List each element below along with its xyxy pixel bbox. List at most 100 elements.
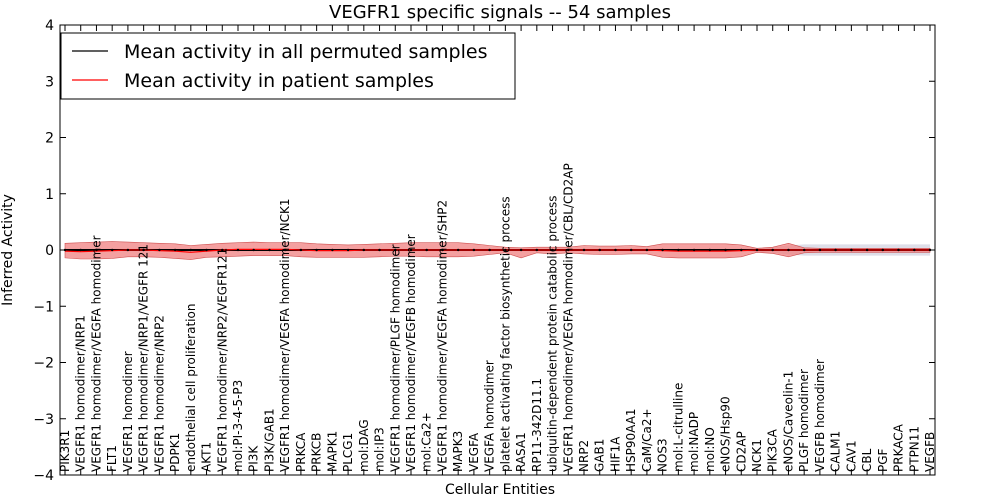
- permuted-mean-point: [504, 248, 507, 252]
- x-tick-label: CALM1: [829, 431, 843, 472]
- permuted-mean-point: [79, 248, 82, 252]
- x-tick-label: platelet activating factor biosynthetic …: [498, 196, 512, 472]
- x-tick-label: VEGFB homodimer: [813, 359, 827, 472]
- permuted-mean-point: [409, 248, 413, 252]
- permuted-mean-point: [252, 248, 255, 252]
- permuted-mean-point: [95, 248, 98, 252]
- x-tick-label: GAB1: [593, 439, 607, 472]
- patient-mean-line: [64, 248, 930, 253]
- permuted-mean-point: [567, 248, 570, 252]
- x-tick-label: HIF1A: [609, 436, 623, 472]
- x-tick-label: MAPK3: [451, 431, 465, 472]
- x-tick-label: FLT1: [105, 445, 119, 472]
- permuted-mean-point: [692, 248, 696, 252]
- x-tick-label: VEGFR1 homodimer/VEGFA homodimer/NCK1: [278, 198, 292, 472]
- x-tick-label: VEGFA homodimer: [483, 360, 497, 472]
- permuted-mean-point: [142, 248, 145, 252]
- x-tick-label: VEGFR1 homodimer/VEGFB homodimer: [404, 234, 418, 472]
- permuted-mean-point: [189, 248, 192, 252]
- permuted-mean-point: [425, 248, 428, 252]
- x-tick-label: VEGFR1 homodimer/NRP2/VEGFR121: [215, 248, 229, 472]
- permuted-mean-point: [173, 248, 177, 252]
- x-tick-label: VEGFR1 homodimer/NRP1: [74, 315, 88, 472]
- x-tick-label: PRKCB: [310, 433, 324, 472]
- permuted-mean-point: [284, 248, 287, 252]
- permuted-mean-point: [346, 248, 350, 252]
- x-tick-label: VEGFR1 homodimer/PLGF homodimer: [388, 244, 402, 472]
- y-tick-label: 0: [45, 243, 54, 259]
- permuted-mean-point: [331, 248, 334, 252]
- permuted-mean-point: [818, 248, 822, 252]
- chart-title: VEGFR1 specific signals -- 54 samples: [329, 2, 671, 23]
- y-tick-label: 2: [45, 131, 54, 147]
- x-tick-label: PLGF homodimer: [797, 369, 811, 472]
- permuted-mean-point: [755, 248, 759, 252]
- x-tick-label: CBL: [860, 448, 874, 472]
- x-tick-label: mol:DAG: [357, 419, 371, 472]
- permuted-mean-point: [881, 248, 884, 252]
- x-tick-label: eNOS/Caveolin-1: [782, 371, 796, 472]
- x-tick-label: PRKCA: [294, 432, 308, 472]
- x-tick-label: PGF: [876, 448, 890, 472]
- x-tick-label: VEGFR1 homodimer/VEGFA homodimer: [90, 235, 104, 472]
- permuted-mean-point: [362, 248, 365, 252]
- x-tick-label: RASA1: [514, 432, 528, 472]
- x-tick-label: PI3K: [247, 445, 261, 472]
- permuted-mean-point: [803, 248, 806, 252]
- x-tick-label: CD2AP: [734, 431, 748, 472]
- permuted-mean-point: [394, 248, 397, 252]
- permuted-mean-point: [488, 248, 491, 252]
- permuted-mean-point: [457, 248, 460, 252]
- y-tick-label: −1: [33, 299, 54, 315]
- x-tick-label: VEGFR1 homodimer/NRP1/VEGFR 121: [137, 244, 151, 472]
- permuted-mean-point: [771, 248, 774, 252]
- x-tick-label: VEGFR1 homodimer/NRP2: [152, 315, 166, 472]
- x-axis-label: Cellular Entities: [445, 482, 555, 498]
- permuted-mean-point: [740, 248, 743, 252]
- permuted-mean-point: [551, 248, 554, 252]
- permuted-mean-point: [315, 248, 318, 252]
- x-tick-label: AKT1: [200, 442, 214, 472]
- x-tick-label: NRP2: [577, 440, 591, 472]
- x-tick-label: NOS3: [656, 438, 670, 472]
- permuted-mean-point: [158, 248, 161, 252]
- x-tick-label: VEGFA: [467, 432, 481, 472]
- x-tick-label: mol:NO: [703, 427, 717, 472]
- permuted-mean-point: [236, 248, 240, 252]
- permuted-mean-point: [724, 248, 727, 252]
- x-tick-label: eNOS/Hsp90: [719, 396, 733, 472]
- x-tick-label: PRKACA: [892, 423, 906, 472]
- permuted-mean-point: [378, 248, 381, 252]
- x-tick-label: mol:Ca2+: [420, 412, 434, 472]
- permuted-mean-point: [677, 248, 680, 252]
- permuted-mean-point: [850, 248, 853, 252]
- permuted-mean-point: [535, 248, 538, 252]
- permuted-mean-point: [268, 248, 271, 252]
- x-tick-label: mol:L-citrulline: [671, 383, 685, 472]
- y-tick-label: −4: [33, 468, 54, 484]
- permuted-mean-point: [661, 248, 664, 252]
- legend: Mean activity in all permuted samples Mea…: [60, 32, 516, 100]
- x-tick-label: CAV1: [844, 440, 858, 472]
- permuted-mean-point: [630, 248, 633, 252]
- permuted-mean-point: [299, 248, 303, 252]
- permuted-mean-point: [614, 248, 617, 252]
- permuted-mean-point: [582, 248, 586, 252]
- permuted-mean-point: [913, 248, 916, 252]
- x-tick-label: PIK3CA: [766, 428, 780, 472]
- permuted-mean-point: [111, 248, 114, 252]
- permuted-mean-point: [834, 248, 837, 252]
- permuted-mean-point: [598, 248, 601, 252]
- legend-entry: Mean activity in all permuted samples: [124, 41, 487, 63]
- permuted-mean-point: [897, 248, 900, 252]
- permuted-mean-point: [865, 248, 869, 252]
- x-tick-label: PTPN11: [907, 426, 921, 472]
- x-tick-label: VEGFR1 homodimer/VEGFA homodimer/SHP2: [436, 200, 450, 472]
- x-tick-label: HSP90AA1: [624, 408, 638, 472]
- x-tick-label: ubiquitin-dependent protein catabolic pr…: [546, 196, 560, 472]
- permuted-mean-point: [645, 248, 649, 252]
- x-tick-label: PLCG1: [341, 433, 355, 472]
- x-tick-label: mol:PI-3-4-5-P3: [231, 380, 245, 472]
